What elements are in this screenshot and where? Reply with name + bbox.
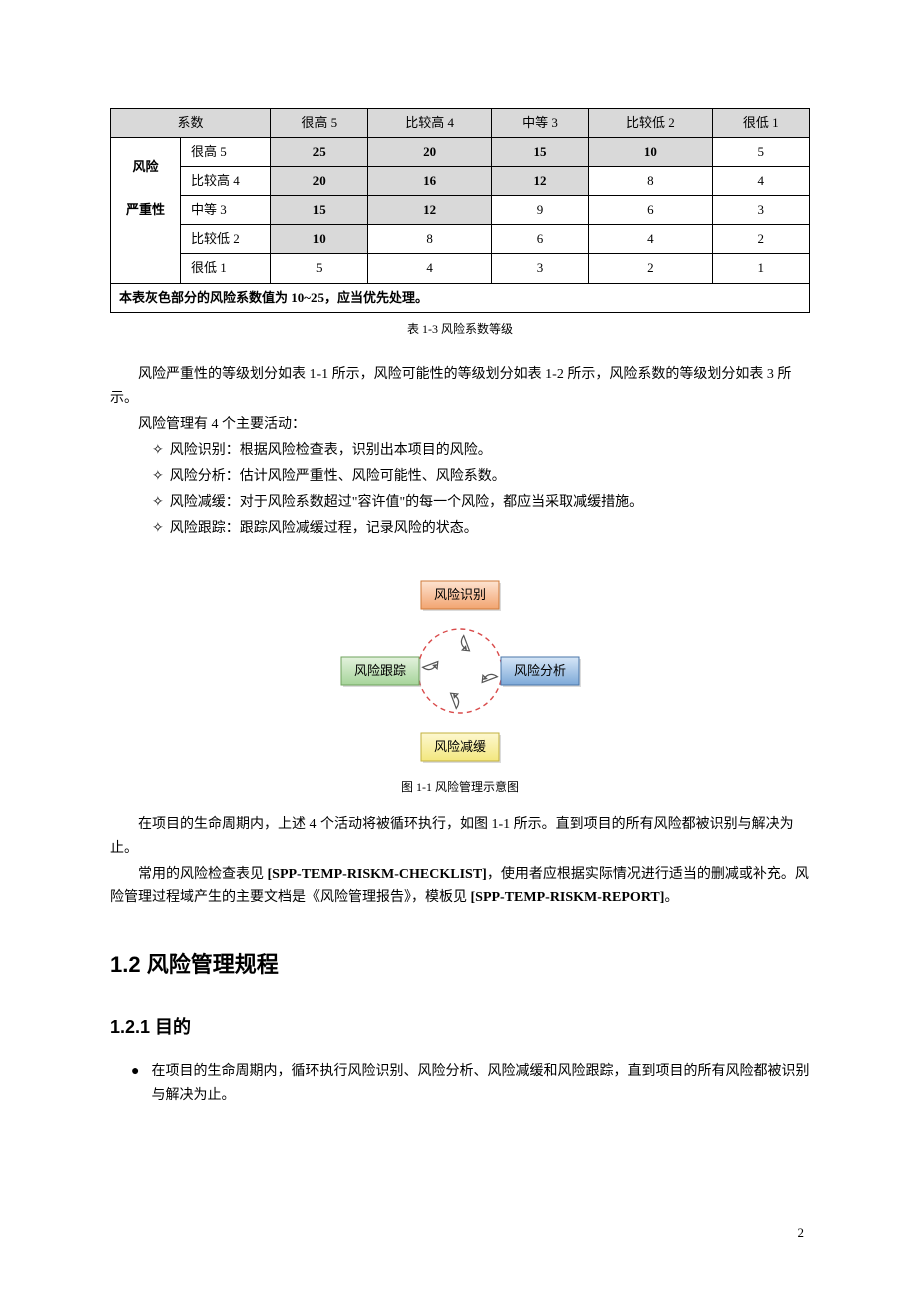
table-header-row: 系数 很高 5 比较高 4 中等 3 比较低 2 很低 1	[111, 109, 810, 138]
table-footer-note: 本表灰色部分的风险系数值为 10~25，应当优先处理。	[111, 283, 810, 312]
diamond-icon: ✧	[152, 467, 164, 483]
paragraph-checklist: 常用的风险检查表见 [SPP-TEMP-RISKM-CHECKLIST]，使用者…	[110, 863, 810, 911]
list-text: 风险识别：根据风险检查表，识别出本项目的风险。	[170, 443, 492, 458]
list-text: 风险分析：估计风险严重性、风险可能性、风险系数。	[170, 469, 506, 484]
bullet-icon: ●	[131, 1060, 139, 1108]
table-cell: 4	[712, 167, 809, 196]
row-label: 很低 1	[181, 254, 271, 283]
row-label: 很高 5	[181, 138, 271, 167]
paragraph-activities-intro: 风险管理有 4 个主要活动：	[110, 413, 810, 437]
table-corner: 系数	[111, 109, 271, 138]
table-cell: 8	[368, 225, 491, 254]
paragraph-intro: 风险严重性的等级划分如表 1-1 所示，风险可能性的等级划分如表 1-2 所示，…	[110, 363, 810, 411]
text: 常用的风险检查表见	[138, 867, 268, 882]
row-group-label: 风险	[111, 138, 181, 196]
table-cell: 6	[589, 196, 712, 225]
table-cell: 2	[712, 225, 809, 254]
table-cell: 20	[271, 167, 368, 196]
row-group-label: 严重性	[111, 196, 181, 283]
table-row: 很低 154321	[111, 254, 810, 283]
table-cell: 3	[491, 254, 588, 283]
table-row: 严重性中等 31512963	[111, 196, 810, 225]
table-cell: 25	[271, 138, 368, 167]
svg-text:风险分析: 风险分析	[514, 663, 566, 678]
heading-1-2: 1.2 风险管理规程	[110, 946, 810, 983]
list-text: 风险跟踪：跟踪风险减缓过程，记录风险的状态。	[170, 521, 478, 536]
svg-text:风险减缓: 风险减缓	[434, 739, 486, 754]
risk-management-diagram: 风险识别风险分析风险减缓 风险跟踪	[110, 571, 810, 771]
col-header: 很高 5	[271, 109, 368, 138]
list-text: 风险减缓：对于风险系数超过"容许值"的每一个风险，都应当采取减缓措施。	[170, 495, 643, 510]
table-cell: 9	[491, 196, 588, 225]
table-row: 比较高 420161284	[111, 167, 810, 196]
list-item: ✧ 风险减缓：对于风险系数超过"容许值"的每一个风险，都应当采取减缓措施。	[152, 490, 810, 515]
svg-text:风险跟踪: 风险跟踪	[354, 663, 406, 678]
table-cell: 2	[589, 254, 712, 283]
table-cell: 8	[589, 167, 712, 196]
table-cell: 6	[491, 225, 588, 254]
table-cell: 10	[589, 138, 712, 167]
table-cell: 10	[271, 225, 368, 254]
reference-checklist: [SPP-TEMP-RISKM-CHECKLIST]	[268, 867, 487, 882]
purpose-list: ● 在项目的生命周期内，循环执行风险识别、风险分析、风险减缓和风险跟踪，直到项目…	[131, 1060, 810, 1108]
heading-1-2-1: 1.2.1 目的	[110, 1012, 810, 1043]
table-cell: 15	[491, 138, 588, 167]
activity-list: ✧ 风险识别：根据风险检查表，识别出本项目的风险。 ✧ 风险分析：估计风险严重性、风…	[152, 438, 810, 540]
table-caption: 表 1-3 风险系数等级	[110, 319, 810, 339]
list-item: ✧ 风险分析：估计风险严重性、风险可能性、风险系数。	[152, 464, 810, 489]
table-row: 风险很高 5252015105	[111, 138, 810, 167]
table-row: 比较低 2108642	[111, 225, 810, 254]
diamond-icon: ✧	[152, 519, 164, 535]
footer-text: 本表灰色部分的风险系数值为 10~25，应当优先处理。	[111, 283, 810, 312]
diagram-caption: 图 1-1 风险管理示意图	[110, 777, 810, 797]
table-cell: 1	[712, 254, 809, 283]
table-cell: 4	[368, 254, 491, 283]
text: 。	[664, 890, 678, 905]
list-item: ✧ 风险识别：根据风险检查表，识别出本项目的风险。	[152, 438, 810, 463]
diamond-icon: ✧	[152, 441, 164, 457]
purpose-text: 在项目的生命周期内，循环执行风险识别、风险分析、风险减缓和风险跟踪，直到项目的所…	[151, 1060, 810, 1108]
risk-coefficient-table: 系数 很高 5 比较高 4 中等 3 比较低 2 很低 1 风险很高 52520…	[110, 108, 810, 313]
row-label: 中等 3	[181, 196, 271, 225]
table-cell: 5	[271, 254, 368, 283]
row-label: 比较高 4	[181, 167, 271, 196]
table-cell: 15	[271, 196, 368, 225]
diagram-svg: 风险识别风险分析风险减缓 风险跟踪	[330, 571, 590, 771]
table-cell: 4	[589, 225, 712, 254]
table-cell: 5	[712, 138, 809, 167]
diamond-icon: ✧	[152, 493, 164, 509]
page-number: 2	[798, 1222, 805, 1244]
table-cell: 12	[491, 167, 588, 196]
col-header: 很低 1	[712, 109, 809, 138]
list-item: ✧ 风险跟踪：跟踪风险减缓过程，记录风险的状态。	[152, 516, 810, 541]
col-header: 比较高 4	[368, 109, 491, 138]
table-cell: 12	[368, 196, 491, 225]
table-cell: 16	[368, 167, 491, 196]
svg-text:风险识别: 风险识别	[434, 587, 486, 602]
col-header: 比较低 2	[589, 109, 712, 138]
table-cell: 3	[712, 196, 809, 225]
paragraph-cycle: 在项目的生命周期内，上述 4 个活动将被循环执行，如图 1-1 所示。直到项目的…	[110, 813, 810, 861]
table-cell: 20	[368, 138, 491, 167]
purpose-item: ● 在项目的生命周期内，循环执行风险识别、风险分析、风险减缓和风险跟踪，直到项目…	[131, 1060, 810, 1108]
reference-report: [SPP-TEMP-RISKM-REPORT]	[471, 890, 665, 905]
row-label: 比较低 2	[181, 225, 271, 254]
col-header: 中等 3	[491, 109, 588, 138]
